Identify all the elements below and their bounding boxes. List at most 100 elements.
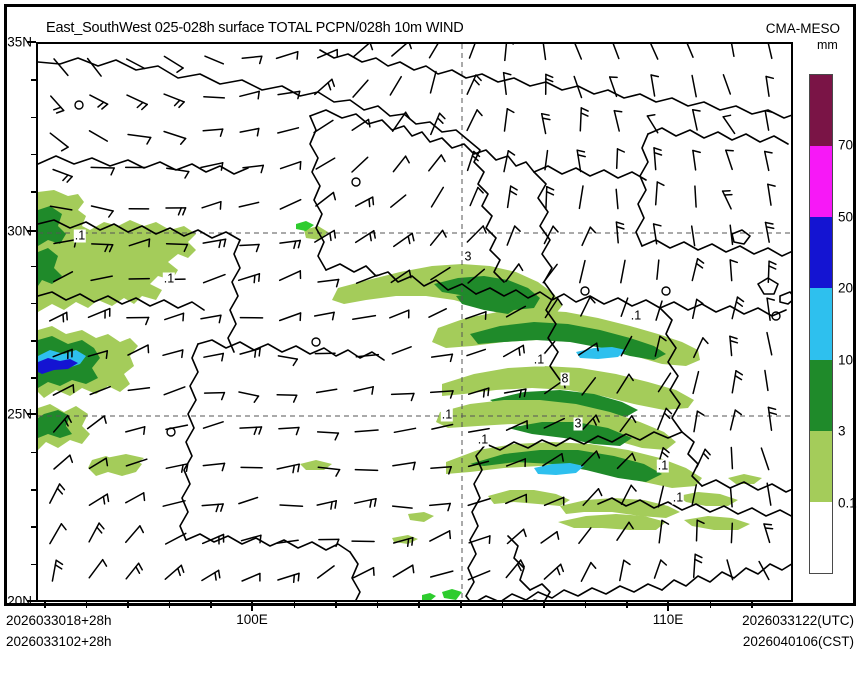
wind-barb-shaft	[49, 132, 69, 148]
wind-barb-flag	[665, 407, 673, 415]
wind-barb-flag	[333, 229, 337, 239]
y-tick-label-30N: 30N	[7, 223, 32, 239]
wind-barb-flag	[502, 71, 512, 76]
footer-valid-time-utc: 2026033122(UTC)	[742, 613, 854, 628]
wind-barb-shaft	[277, 572, 300, 581]
wind-barb-flag	[628, 373, 634, 382]
wind-barb-flag	[65, 311, 68, 321]
colorbar-segment-blue	[810, 217, 832, 289]
wind-barb-shaft	[652, 223, 658, 245]
wind-barb-shaft	[49, 523, 63, 545]
wind-barb-flag	[373, 497, 377, 507]
wind-barb-flag	[766, 297, 776, 301]
station-marker	[771, 311, 781, 321]
precip-area-dark-central2	[470, 322, 666, 360]
wind-barb-shaft	[579, 107, 583, 132]
wind-barb-shaft	[317, 466, 341, 471]
wind-barb-flag	[258, 55, 263, 65]
wind-barb-shaft	[650, 44, 659, 60]
wind-barb-shaft	[764, 221, 770, 243]
wind-barb-shaft	[576, 149, 582, 173]
wind-barb-flag	[552, 225, 559, 233]
wind-barb-flag	[404, 155, 410, 164]
wind-barb-flag	[371, 386, 374, 395]
wind-barb-shaft	[581, 377, 597, 396]
wind-barb-flag	[173, 99, 181, 107]
wind-barb-shaft	[316, 500, 338, 506]
wind-barb-shaft	[578, 342, 598, 356]
wind-barb-flag	[293, 240, 297, 250]
wind-barb-shaft	[86, 57, 102, 77]
wind-barb-shaft	[766, 482, 772, 506]
wind-barb-shaft	[355, 353, 380, 358]
wind-barb-shaft	[239, 347, 261, 355]
gridlines-layer	[38, 44, 791, 600]
colorbar-tick-10: 10	[838, 352, 854, 368]
wind-barb-shaft	[544, 149, 549, 171]
wind-barb-flag	[136, 101, 144, 109]
wind-barb-flag	[142, 492, 146, 502]
footer-init-time-cst: 2026033102+28h	[6, 634, 112, 649]
wind-barb-flag	[487, 387, 490, 397]
wind-barb-shaft	[239, 127, 260, 133]
wind-barb-flag	[662, 447, 670, 454]
wind-barb-flag	[257, 90, 260, 100]
wind-barb-flag	[214, 571, 217, 581]
wind-barb-shaft	[279, 160, 302, 170]
wind-barb-flag	[253, 395, 260, 403]
wind-barb-flag	[506, 108, 515, 114]
wind-barb-flag	[217, 569, 221, 579]
wind-barb-flag	[768, 265, 777, 270]
wind-barb-shaft	[164, 564, 183, 580]
contour-label: .1	[73, 228, 87, 243]
precip-area-light-se3	[558, 514, 666, 530]
station-markers-layer	[74, 100, 781, 437]
boundary-guizhou-n	[475, 287, 661, 309]
wind-barb-shaft	[693, 337, 704, 359]
wind-barb-flag	[327, 81, 332, 91]
wind-barb-flag	[178, 101, 185, 109]
wind-barb-flag	[589, 226, 597, 234]
wind-barb-shaft	[352, 44, 370, 58]
precip-area-cyan-south	[534, 463, 584, 475]
wind-barb-flag	[561, 453, 564, 462]
wind-barb-shaft	[764, 109, 770, 131]
wind-barb-flag	[67, 414, 72, 423]
wind-barb-shaft	[543, 225, 554, 245]
wind-barb-shaft	[620, 335, 633, 357]
wind-barb-shaft	[429, 530, 451, 542]
wind-barb-flag	[180, 464, 184, 473]
wind-barb-shaft	[126, 94, 148, 106]
wind-barb-shaft	[612, 44, 620, 60]
wind-barb-flag	[592, 417, 597, 426]
wind-barb-shaft	[242, 164, 265, 169]
wind-barb-shaft	[165, 463, 189, 470]
wind-barb-flag	[221, 352, 225, 362]
wind-barb-flag	[692, 149, 701, 154]
precip-area-light-se5	[684, 516, 750, 530]
wind-barb-flag	[408, 269, 412, 279]
wind-barb-shaft	[466, 109, 478, 132]
boundary-north1	[38, 57, 469, 141]
wind-barb-flag	[518, 347, 521, 356]
y-minor-tick	[31, 79, 37, 81]
wind-barb-flag	[182, 207, 187, 216]
wind-barb-flag	[411, 232, 415, 242]
wind-barb-flag	[412, 461, 416, 471]
wind-barb-shaft	[53, 58, 69, 77]
precip-shading-layer	[38, 190, 762, 600]
y-tick-mark	[27, 600, 36, 602]
x-tick-mark	[667, 602, 669, 611]
boundary-yunnan-e	[465, 443, 487, 600]
wind-barb-shaft	[238, 496, 259, 505]
wind-barb-flag	[53, 106, 62, 111]
wind-barb-shaft	[729, 335, 733, 357]
wind-barb-flag	[522, 344, 525, 354]
wind-barb-shaft	[87, 350, 109, 358]
wind-barb-shaft	[163, 130, 187, 140]
wind-barb-flag	[62, 313, 65, 323]
wind-barb-flag	[404, 111, 411, 120]
boundary-w1	[38, 155, 249, 175]
wind-barb-shaft	[581, 450, 598, 467]
wind-barb-flag	[368, 198, 371, 208]
